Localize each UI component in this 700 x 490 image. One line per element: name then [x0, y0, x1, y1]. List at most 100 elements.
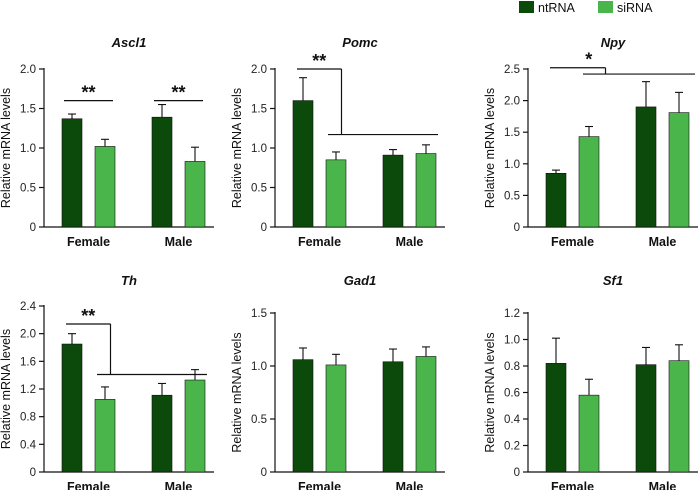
- y-axis-label: Relative mRNA levels: [483, 332, 497, 452]
- panel-sf1: Sf1 Relative mRNA levels 0 0.2 0.4 0.6 0.8 1.0 1…: [483, 273, 698, 490]
- legend-swatch-ntrna: [519, 1, 534, 13]
- x-category-label: Female: [67, 235, 110, 249]
- bar-sirna-male: [415, 356, 437, 473]
- bar-ntrna-male: [151, 116, 173, 228]
- x-category-label: Male: [649, 480, 677, 490]
- y-tick-label: 0: [30, 222, 36, 234]
- significance-stars: *: [585, 50, 592, 70]
- significance-stars: **: [81, 306, 95, 326]
- significance-annotation: **: [64, 83, 113, 103]
- y-tick-label: 0: [30, 467, 36, 479]
- panel-title: Ascl1: [111, 35, 147, 50]
- bar-sirna-female: [325, 364, 347, 473]
- y-tick-label: 0.5: [251, 414, 267, 426]
- y-tick-label: 1.0: [251, 143, 267, 155]
- bar-ntrna-male: [382, 361, 404, 473]
- y-tick-label: 2.0: [20, 329, 36, 341]
- x-category-label: Female: [551, 480, 594, 490]
- x-category-label: Female: [551, 235, 594, 249]
- bar-ntrna-male: [635, 106, 657, 228]
- panel-title: Th: [121, 273, 137, 288]
- bar-ntrna-female: [61, 118, 83, 228]
- bar-ntrna-female: [292, 359, 314, 473]
- bar-sirna-male: [415, 153, 437, 228]
- y-tick-label: 1.5: [251, 104, 267, 116]
- x-category-label: Male: [165, 235, 193, 249]
- y-tick-label: 2.0: [20, 64, 36, 76]
- legend: ntRNA siRNA: [519, 1, 653, 15]
- bar-sirna-male: [184, 161, 206, 228]
- y-axis-label: Relative mRNA levels: [0, 329, 13, 449]
- panel-th: Th Relative mRNA levels 0 0.4 0.8 1.2 1.6 2.0 2.…: [0, 273, 214, 490]
- y-tick-label: 1.2: [20, 384, 36, 396]
- y-tick-label: 2.4: [20, 301, 37, 313]
- y-tick-label: 1.0: [20, 143, 36, 155]
- y-tick-label: 0.4: [504, 414, 521, 426]
- y-tick-label: 0.5: [251, 183, 267, 195]
- y-tick-label: 0.2: [504, 441, 520, 453]
- y-axis-label: Relative mRNA levels: [230, 332, 244, 452]
- x-category-label: Male: [649, 235, 677, 249]
- y-axis-label: Relative mRNA levels: [483, 88, 497, 208]
- significance-stars: **: [81, 83, 95, 103]
- panel-title: Gad1: [344, 273, 377, 288]
- bar-ntrna-female: [61, 343, 83, 473]
- panel-title: Sf1: [603, 273, 623, 288]
- x-category-label: Male: [396, 235, 424, 249]
- bar-sirna-female: [578, 136, 600, 228]
- bar-ntrna-female: [545, 172, 567, 228]
- bar-sirna-female: [578, 394, 600, 473]
- y-tick-label: 1.5: [251, 308, 267, 320]
- bar-ntrna-female: [292, 100, 314, 228]
- y-tick-label: 2.0: [504, 96, 520, 108]
- bar-sirna-female: [325, 159, 347, 228]
- panel-title: Pomc: [342, 35, 378, 50]
- y-tick-label: 1.2: [504, 308, 520, 320]
- significance-annotation: **: [66, 306, 207, 376]
- bar-ntrna-male: [151, 394, 173, 473]
- x-category-label: Female: [67, 480, 110, 490]
- y-tick-label: 0: [261, 222, 267, 234]
- y-tick-label: 0: [514, 222, 520, 234]
- legend-label-sirna: siRNA: [617, 1, 653, 15]
- significance-stars: **: [312, 51, 326, 71]
- bar-sirna-male: [668, 360, 690, 473]
- significance-annotation: **: [154, 83, 203, 103]
- chart-panels: Ascl1 Relative mRNA levels 0 0.5 1.0 1.5 2.0 Fe…: [0, 35, 698, 490]
- y-tick-label: 1.5: [504, 127, 520, 139]
- panel-ascl1: Ascl1 Relative mRNA levels 0 0.5 1.0 1.5 2.0 Fe…: [0, 35, 214, 249]
- x-category-label: Female: [298, 480, 341, 490]
- panel-npy: Npy Relative mRNA levels 0 0.5 1.0 1.5 2.0 2.5 F…: [483, 35, 698, 249]
- y-tick-label: 2.5: [504, 64, 520, 76]
- y-tick-label: 0: [514, 467, 520, 479]
- y-tick-label: 0: [261, 467, 267, 479]
- panel-title: Npy: [601, 35, 626, 50]
- bar-sirna-male: [184, 379, 206, 473]
- y-tick-label: 1.6: [20, 356, 36, 368]
- y-tick-label: 1.5: [20, 104, 36, 116]
- y-tick-label: 0.4: [20, 439, 37, 451]
- y-tick-label: 0.8: [20, 412, 36, 424]
- y-tick-label: 1.0: [504, 159, 520, 171]
- bar-ntrna-male: [635, 364, 657, 473]
- y-tick-label: 2.0: [251, 64, 267, 76]
- bar-sirna-female: [94, 146, 116, 228]
- significance-annotation: **: [297, 51, 438, 136]
- y-tick-label: 0.5: [20, 183, 36, 195]
- panel-pomc: Pomc Relative mRNA levels 0 0.5 1.0 1.5 2.0 Fem…: [230, 35, 445, 249]
- y-tick-label: 0.6: [504, 388, 520, 400]
- y-axis-label: Relative mRNA levels: [0, 88, 13, 208]
- y-tick-label: 0.5: [504, 190, 520, 202]
- bar-sirna-male: [668, 112, 690, 228]
- legend-label-ntrna: ntRNA: [538, 1, 575, 15]
- significance-annotation: *: [550, 50, 695, 75]
- y-tick-label: 0.8: [504, 361, 520, 373]
- x-category-label: Female: [298, 235, 341, 249]
- bar-ntrna-female: [545, 363, 567, 473]
- significance-stars: **: [171, 83, 185, 103]
- bar-sirna-female: [94, 399, 116, 473]
- legend-swatch-sirna: [598, 1, 613, 13]
- x-category-label: Male: [396, 480, 424, 490]
- y-tick-label: 1.0: [504, 335, 520, 347]
